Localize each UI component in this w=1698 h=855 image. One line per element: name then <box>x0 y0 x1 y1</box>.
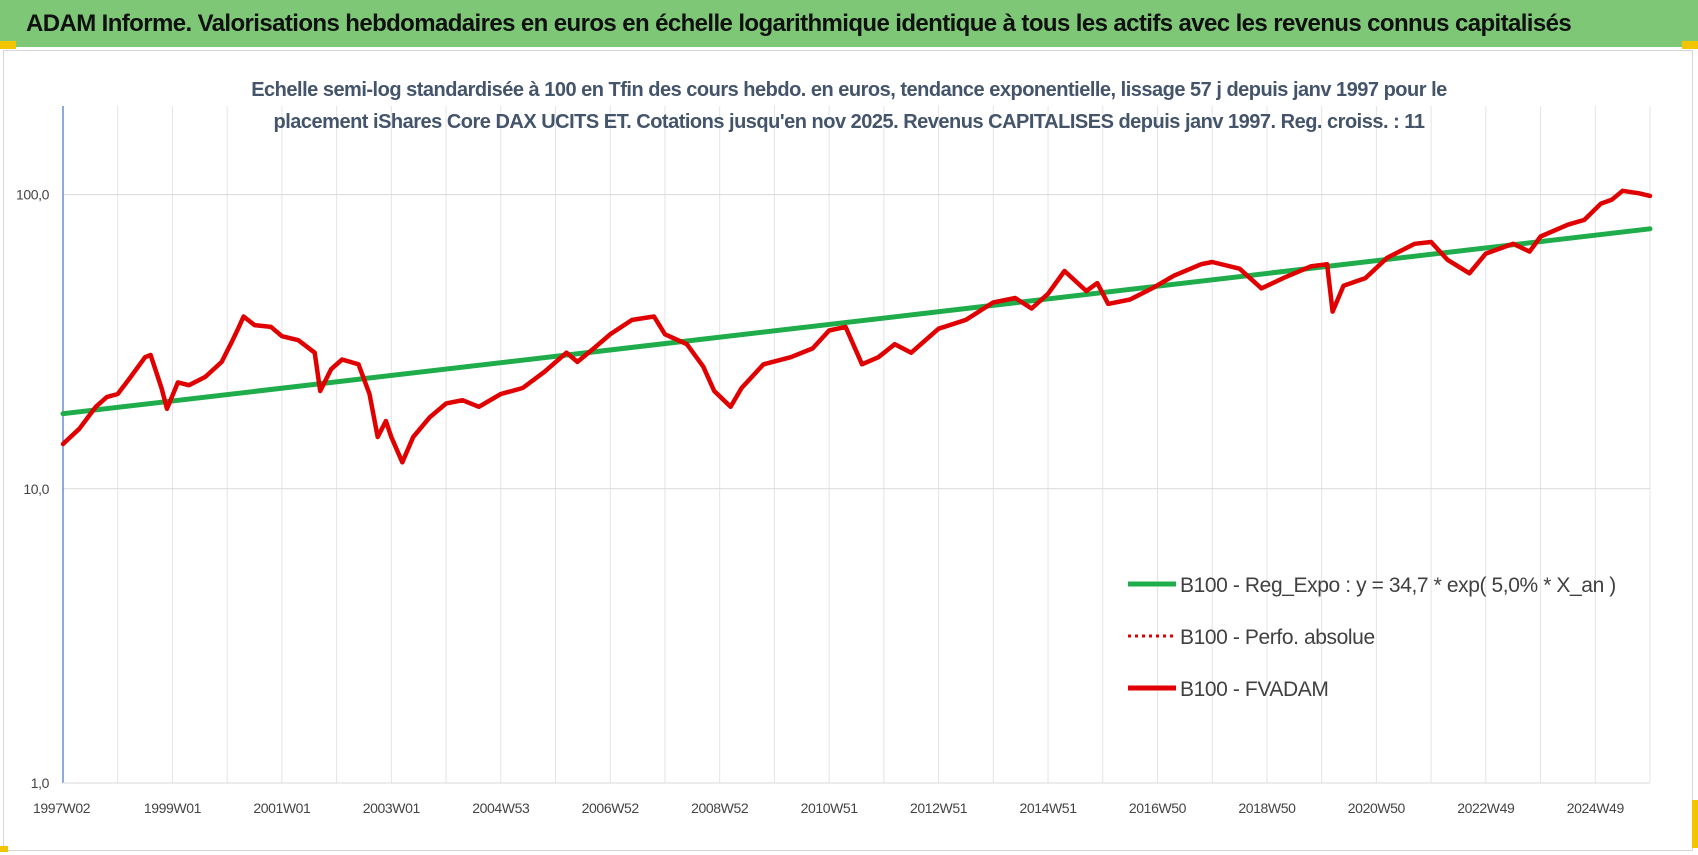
x-tick-label: 1997W02 <box>33 800 91 816</box>
x-tick-label: 2003W01 <box>363 800 421 816</box>
series-line <box>60 226 1653 417</box>
x-tick-label: 2010W51 <box>801 800 859 816</box>
x-tick-label: 2020W50 <box>1348 800 1406 816</box>
y-tick-label: 1,0 <box>31 775 50 791</box>
x-tick-label: 2014W51 <box>1019 800 1077 816</box>
banner: ADAM Informe. Valorisations hebdomadaire… <box>0 0 1698 47</box>
x-tick-label: 2024W49 <box>1567 800 1625 816</box>
x-tick-label: 2001W01 <box>253 800 311 816</box>
legend: B100 - Reg_Expo : y = 34,7 * exp( 5,0% *… <box>1128 574 1616 701</box>
corner-marker-bottom-right <box>1692 800 1698 848</box>
x-tick-label: 2022W49 <box>1457 800 1515 816</box>
series-line <box>60 188 1653 465</box>
corner-marker-top-left <box>0 41 16 49</box>
y-tick-label: 10,0 <box>23 481 49 497</box>
x-tick-label: 2018W50 <box>1238 800 1296 816</box>
legend-label: B100 - FVADAM <box>1180 678 1328 701</box>
x-tick-label: 2008W52 <box>691 800 749 816</box>
y-tick-labels: 1,0 10,0 100,0 <box>16 187 50 791</box>
chart-subtitle-line-1: Echelle semi-log standardisée à 100 en T… <box>251 79 1447 101</box>
legend-label: B100 - Reg_Expo : y = 34,7 * exp( 5,0% *… <box>1180 574 1616 597</box>
chart-frame <box>3 50 1693 851</box>
banner-title: ADAM Informe. Valorisations hebdomadaire… <box>26 9 1572 37</box>
legend-label: B100 - Perfo. absolue <box>1180 626 1375 649</box>
series-lines <box>60 188 1653 465</box>
x-tick-label: 2006W52 <box>582 800 640 816</box>
corner-marker-top-right <box>1682 41 1698 49</box>
horizontal-grid <box>63 194 1650 784</box>
chart-subtitle-line-2: placement iShares Core DAX UCITS ET. Cot… <box>274 111 1425 133</box>
y-tick-label: 100,0 <box>16 187 50 203</box>
x-tick-label: 2012W51 <box>910 800 968 816</box>
x-tick-label: 2004W53 <box>472 800 530 816</box>
x-tick-label: 2016W50 <box>1129 800 1187 816</box>
x-tick-label: 1999W01 <box>144 800 202 816</box>
vertical-grid <box>117 106 1651 783</box>
x-tick-labels: 1997W02 1999W01 2001W01 2003W01 2004W53 2006W… <box>33 800 1625 816</box>
corner-marker-bottom-left <box>0 846 8 852</box>
